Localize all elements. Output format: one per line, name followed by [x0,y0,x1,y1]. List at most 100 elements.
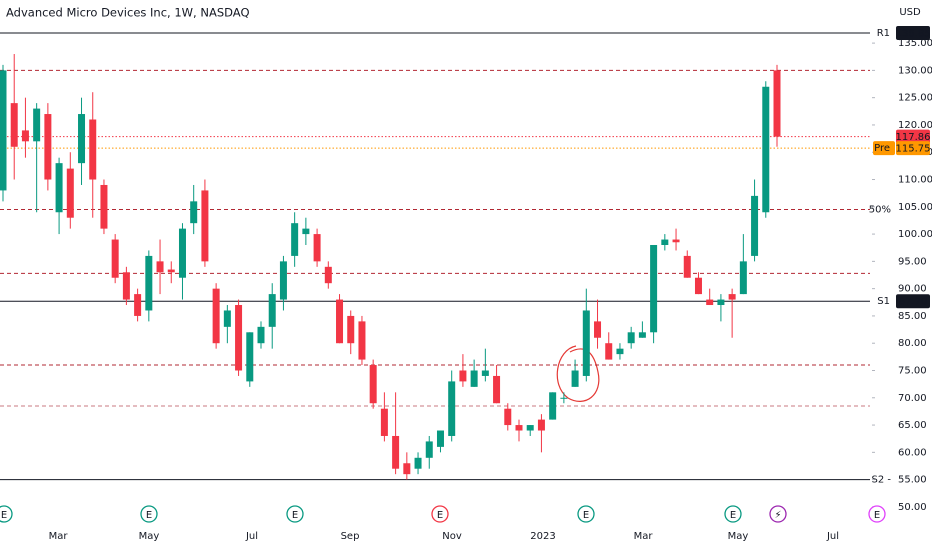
candle-body [313,234,321,262]
y-tick-label: 95.00 [898,256,927,267]
level-name: 50% [869,205,891,216]
event-label: E [146,510,152,521]
price-tag-label: 117.86 [896,132,931,143]
candle-body [459,370,467,382]
candle-body [134,294,142,316]
candle-body [537,419,545,431]
candle-body [481,370,489,376]
y-tick-label: 135.00 [898,38,932,49]
candle-body [504,408,512,426]
candle-body [302,228,310,235]
candle-body [78,114,86,164]
event-badge [286,505,304,523]
price-tag-label: 136.85 [896,29,931,40]
level-name: Pre [874,143,890,154]
candle-body [291,223,299,256]
candle-body [369,365,377,404]
candle-body [10,103,18,147]
candle-body [111,239,119,278]
candle-body [33,108,41,142]
candle-body [493,375,501,404]
price-tag [873,141,895,156]
candle-body [683,255,691,278]
candle-body [235,305,243,371]
event-badge [769,505,787,523]
candle-body [549,392,557,420]
y-tick-label: 100.00 [898,229,932,240]
candle-body [392,435,400,469]
candle-body [616,348,624,355]
event-label: E [1,510,7,521]
candle-body [638,332,646,338]
event-badge [724,505,742,523]
candle-body [201,190,209,262]
price-tag [896,129,930,144]
level-name: S1 [877,296,890,307]
candle-body [560,397,568,399]
candle-body [672,239,680,243]
price-tag [896,294,930,309]
candle-body [0,70,7,191]
candle-body [694,277,702,295]
price-tag-label: 115.75 [896,144,931,155]
candle-body [380,408,388,436]
candle-body [706,299,714,306]
candle-body [739,261,747,295]
x-tick-label: Sep [341,531,360,542]
candle-body [336,299,344,344]
candle-body [751,195,759,256]
x-tick-label: Jul [245,531,258,542]
x-tick-label: Nov [442,531,462,542]
candle-body [21,130,29,142]
y-tick-label: 70.00 [898,393,927,404]
y-tick-label: 80.00 [898,338,927,349]
y-tick-label: 110.00 [898,175,932,186]
x-tick-label: Mar [634,531,654,542]
level-name: S2 - [872,475,892,486]
candle-body [358,321,366,360]
y-tick-label: 55.00 [898,475,927,486]
candle-body [403,463,411,475]
price-tag [896,26,930,41]
x-tick-label: May [728,531,749,542]
candle-body [414,457,422,469]
candle-body [605,343,613,360]
candle-body [100,184,108,229]
event-badge [0,505,13,523]
candle-body [190,201,198,224]
candle-body [44,114,52,180]
candle-body [728,294,736,300]
candle-body [470,370,478,387]
y-tick-label: 130.00 [898,65,932,76]
candle-body [268,294,276,327]
candle-body [650,244,658,333]
candle-body [436,430,444,447]
x-tick-label: Jul [826,531,839,542]
y-tick-label: 60.00 [898,447,927,458]
y-tick-label: 65.00 [898,420,927,431]
x-tick-label: 2023 [530,531,555,542]
y-tick-label: 85.00 [898,311,927,322]
candle-body [448,381,456,436]
candle-body [55,163,63,213]
candle-body [212,288,220,344]
x-tick-label: May [139,531,160,542]
y-tick-label: 105.00 [898,202,932,213]
y-tick-label: 75.00 [898,365,927,376]
event-label: ⚡ [774,510,781,521]
candle-body [167,269,175,273]
candle-body [122,272,130,300]
candle-body [66,168,74,218]
event-badge [868,505,886,523]
candle-body [571,370,579,387]
candle-body [717,299,725,306]
event-badge [140,505,158,523]
candle-body [773,70,781,137]
candle-body [594,321,602,338]
x-tick-label: Mar [49,531,69,542]
event-label: E [292,510,298,521]
candle-body [762,86,770,213]
candle-body [279,261,287,300]
currency: USD [899,7,921,18]
